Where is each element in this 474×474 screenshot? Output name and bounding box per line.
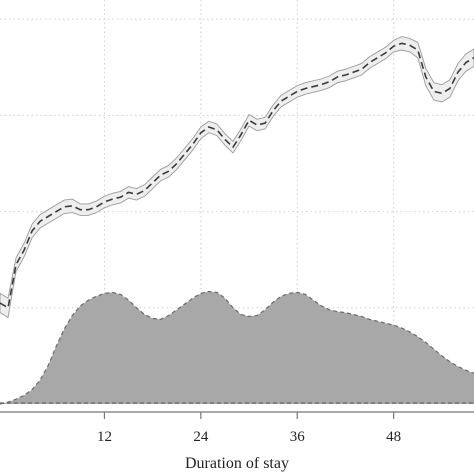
- distribution-area: [0, 291, 474, 404]
- x-tick-label: 48: [386, 429, 401, 445]
- estimate-line: [0, 42, 474, 310]
- dashed-line-layer: [0, 42, 474, 310]
- distribution-area-outline: [0, 290, 474, 405]
- confidence-band: [0, 36, 474, 319]
- x-axis: 12 24 36 48: [0, 411, 474, 445]
- x-tick-label: 36: [290, 429, 306, 445]
- x-tick-label: 24: [193, 429, 209, 445]
- x-axis-title: Duration of stay: [185, 455, 289, 472]
- distribution-area-layer: [0, 290, 474, 405]
- confidence-band-layer: [0, 36, 474, 319]
- x-tick-label: 12: [97, 429, 112, 445]
